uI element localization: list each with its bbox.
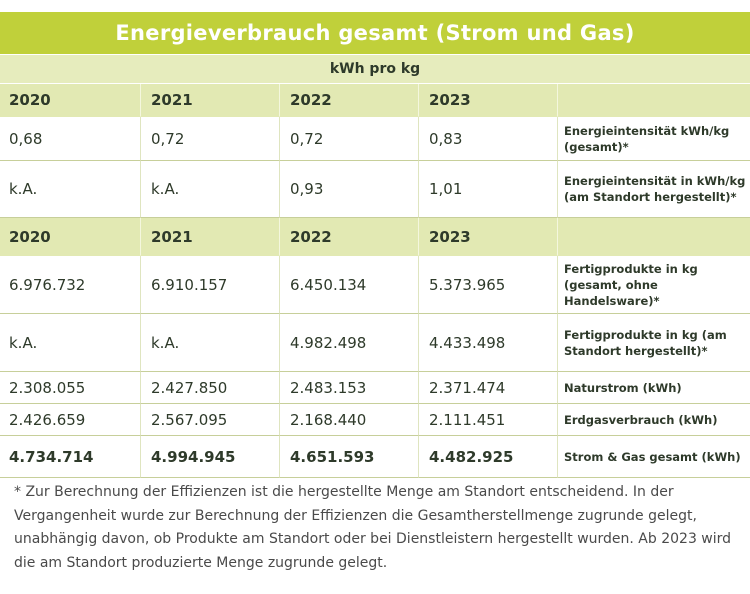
year-header-cell: 2020 [0, 84, 140, 117]
table-cell: 4.482.925 [418, 436, 557, 478]
table-cell: 5.373.965 [418, 256, 557, 314]
table-row-total: 4.734.714 4.994.945 4.651.593 4.482.925 … [0, 436, 750, 478]
footnote: * Zur Berechnung der Effizienzen ist die… [14, 484, 732, 571]
table-row: 6.976.732 6.910.157 6.450.134 5.373.965 … [0, 256, 750, 314]
year-header-cell: 2022 [279, 218, 418, 256]
table-cell: 0,83 [418, 117, 557, 161]
table-cell: 2.426.659 [0, 404, 140, 436]
table-cell: 6.976.732 [0, 256, 140, 314]
energy-table: 2020 2021 2022 2023 0,68 0,72 0,72 0,83 … [0, 84, 750, 478]
year-header-cell: 2022 [279, 84, 418, 117]
row-label: Fertigprodukte in kg (gesamt, ohne Hande… [557, 256, 750, 314]
table-cell: 0,72 [140, 117, 279, 161]
year-header-cell: 2023 [418, 84, 557, 117]
table-row: k.A. k.A. 4.982.498 4.433.498 Fertigprod… [0, 314, 750, 372]
table-cell: 0,68 [0, 117, 140, 161]
row-label: Strom & Gas gesamt (kWh) [557, 436, 750, 478]
table-cell: 2.483.153 [279, 372, 418, 404]
table-cell: k.A. [140, 161, 279, 218]
table-cell: 2.308.055 [0, 372, 140, 404]
year-header-cell: 2021 [140, 84, 279, 117]
row-label: Energieintensität in kWh/kg (am Standort… [557, 161, 750, 218]
unit-label: kWh pro kg [0, 55, 750, 83]
row-label: Erdgasverbrauch (kWh) [557, 404, 750, 436]
table-row: 2.308.055 2.427.850 2.483.153 2.371.474 … [0, 372, 750, 404]
table-cell: k.A. [140, 314, 279, 372]
table-cell: k.A. [0, 161, 140, 218]
year-header-cell [557, 218, 750, 256]
table-title: Energieverbrauch gesamt (Strom und Gas) [0, 12, 750, 54]
table-cell: 6.450.134 [279, 256, 418, 314]
row-label: Energieintensität kWh/kg (gesamt)* [557, 117, 750, 161]
row-label: Fertigprodukte in kg (am Standort herges… [557, 314, 750, 372]
table-cell: k.A. [0, 314, 140, 372]
table-cell: 2.567.095 [140, 404, 279, 436]
table-cell: 0,93 [279, 161, 418, 218]
year-header-cell: 2023 [418, 218, 557, 256]
year-header-row: 2020 2021 2022 2023 [0, 84, 750, 117]
table-cell: 2.427.850 [140, 372, 279, 404]
table-cell: 1,01 [418, 161, 557, 218]
table-cell: 4.994.945 [140, 436, 279, 478]
table-cell: 4.734.714 [0, 436, 140, 478]
row-label: Naturstrom (kWh) [557, 372, 750, 404]
table-cell: 2.111.451 [418, 404, 557, 436]
table-cell: 6.910.157 [140, 256, 279, 314]
table-row: k.A. k.A. 0,93 1,01 Energieintensität in… [0, 161, 750, 218]
year-header-row: 2020 2021 2022 2023 [0, 218, 750, 256]
table-cell: 0,72 [279, 117, 418, 161]
year-header-cell [557, 84, 750, 117]
year-header-cell: 2020 [0, 218, 140, 256]
table-row: 0,68 0,72 0,72 0,83 Energieintensität kW… [0, 117, 750, 161]
table-row: 2.426.659 2.567.095 2.168.440 2.111.451 … [0, 404, 750, 436]
table-cell: 2.371.474 [418, 372, 557, 404]
table-cell: 4.982.498 [279, 314, 418, 372]
table-cell: 2.168.440 [279, 404, 418, 436]
table-cell: 4.651.593 [279, 436, 418, 478]
table-cell: 4.433.498 [418, 314, 557, 372]
year-header-cell: 2021 [140, 218, 279, 256]
